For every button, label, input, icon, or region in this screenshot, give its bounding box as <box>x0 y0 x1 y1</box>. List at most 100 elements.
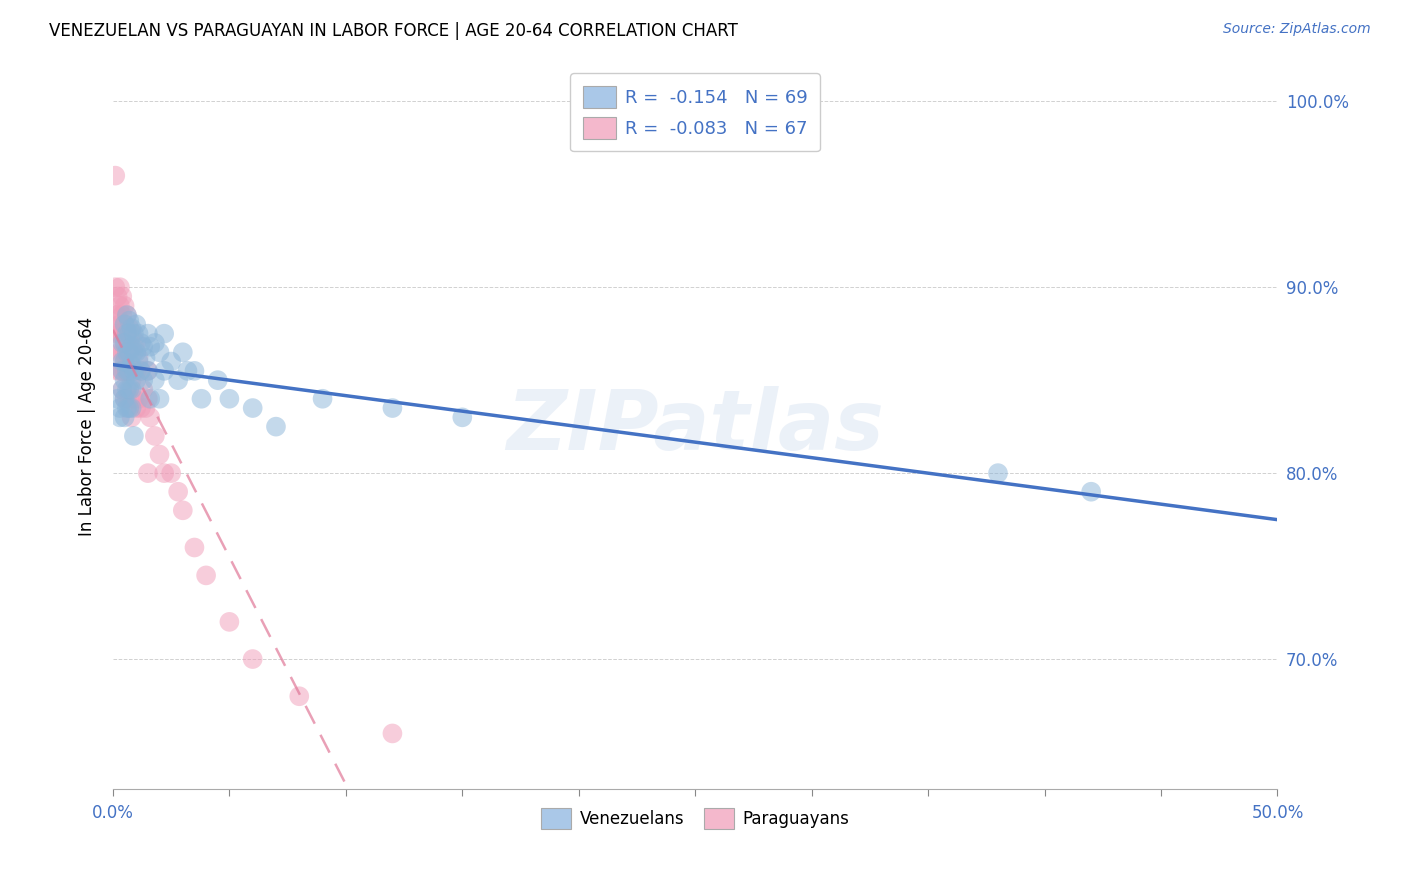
Point <box>115 364 138 378</box>
Point <box>129 364 152 378</box>
Point <box>381 726 404 740</box>
Point <box>118 401 141 415</box>
Point <box>114 299 136 313</box>
Point <box>118 340 141 354</box>
Point <box>160 354 183 368</box>
Point <box>114 373 136 387</box>
Point <box>108 280 131 294</box>
Point <box>143 429 166 443</box>
Point <box>451 410 474 425</box>
Point <box>136 364 159 378</box>
Point <box>115 308 138 322</box>
Point <box>108 326 131 341</box>
Point <box>122 340 145 354</box>
Point <box>121 373 143 387</box>
Y-axis label: In Labor Force | Age 20-64: In Labor Force | Age 20-64 <box>79 317 96 536</box>
Point <box>122 345 145 359</box>
Point <box>264 419 287 434</box>
Point <box>111 308 134 322</box>
Point <box>108 299 131 313</box>
Point <box>125 335 148 350</box>
Point <box>129 364 152 378</box>
Point <box>129 335 152 350</box>
Legend: Venezuelans, Paraguayans: Venezuelans, Paraguayans <box>534 802 856 835</box>
Point <box>136 392 159 406</box>
Point <box>114 345 136 359</box>
Point <box>115 345 138 359</box>
Point <box>115 326 138 341</box>
Point <box>183 541 205 555</box>
Point <box>114 410 136 425</box>
Point <box>111 364 134 378</box>
Point <box>121 410 143 425</box>
Point <box>107 326 129 341</box>
Point <box>143 373 166 387</box>
Point <box>111 289 134 303</box>
Point <box>148 448 170 462</box>
Point <box>121 340 143 354</box>
Point <box>121 383 143 397</box>
Text: Source: ZipAtlas.com: Source: ZipAtlas.com <box>1223 22 1371 37</box>
Point <box>207 373 229 387</box>
Point <box>111 335 134 350</box>
Point <box>118 326 141 341</box>
Point <box>114 392 136 406</box>
Point <box>176 364 198 378</box>
Point <box>148 392 170 406</box>
Point <box>132 383 155 397</box>
Point <box>104 169 127 183</box>
Point <box>218 392 240 406</box>
Point <box>125 373 148 387</box>
Point <box>115 326 138 341</box>
Point <box>183 364 205 378</box>
Point <box>167 373 190 387</box>
Point <box>111 364 134 378</box>
Point <box>135 351 157 365</box>
Point <box>111 345 134 359</box>
Point <box>118 364 141 378</box>
Point <box>118 345 141 359</box>
Text: ZIPatlas: ZIPatlas <box>506 386 884 467</box>
Point <box>121 401 143 415</box>
Point <box>114 318 136 332</box>
Point <box>148 345 170 359</box>
Point <box>129 401 152 415</box>
Point <box>125 318 148 332</box>
Point <box>288 690 311 704</box>
Point <box>132 373 155 387</box>
Point <box>128 326 150 341</box>
Point <box>195 568 218 582</box>
Point <box>115 383 138 397</box>
Point <box>108 318 131 332</box>
Point <box>108 410 131 425</box>
Point <box>139 340 162 354</box>
Point <box>115 392 138 406</box>
Point <box>111 383 134 397</box>
Point <box>128 392 150 406</box>
Point <box>104 326 127 341</box>
Point <box>135 401 157 415</box>
Point <box>121 321 143 335</box>
Point <box>122 326 145 341</box>
Point <box>108 345 131 359</box>
Point <box>114 318 136 332</box>
Point <box>122 392 145 406</box>
Point <box>111 354 134 368</box>
Point <box>118 321 141 335</box>
Point <box>125 345 148 359</box>
Point <box>114 364 136 378</box>
Point <box>167 484 190 499</box>
Point <box>132 340 155 354</box>
Point <box>136 364 159 378</box>
Point <box>139 410 162 425</box>
Point <box>118 364 141 378</box>
Point <box>381 401 404 415</box>
Point <box>122 429 145 443</box>
Point <box>190 392 212 406</box>
Point <box>153 326 176 341</box>
Point <box>122 364 145 378</box>
Point <box>107 345 129 359</box>
Point <box>107 289 129 303</box>
Point <box>114 392 136 406</box>
Point <box>121 359 143 373</box>
